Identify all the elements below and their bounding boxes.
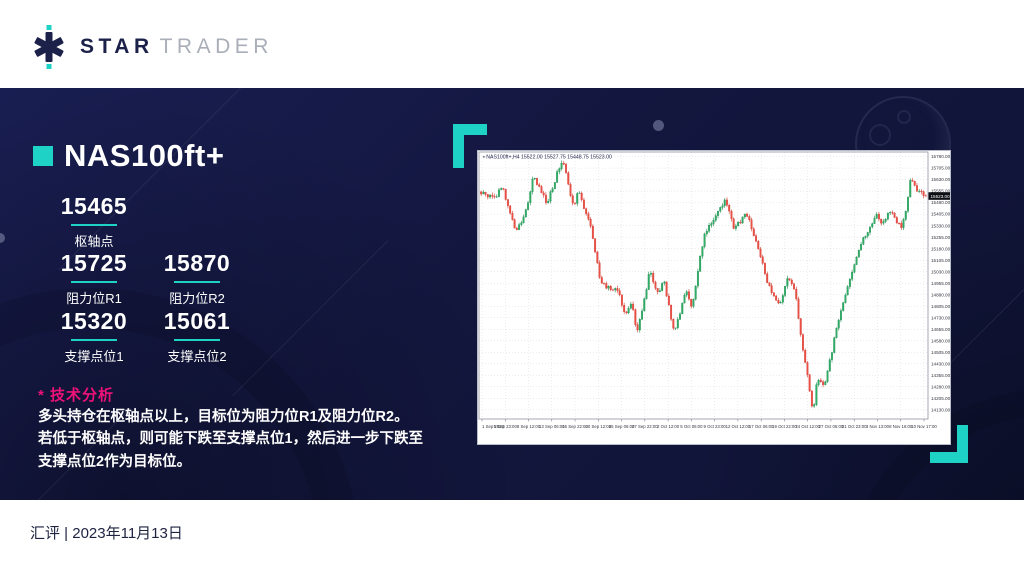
level-r2: 15870 阻力位R2 [137, 250, 257, 307]
svg-text:15630.00: 15630.00 [931, 177, 950, 182]
decor-dot [653, 120, 664, 131]
svg-text:19 Oct 22:00: 19 Oct 22:00 [772, 424, 797, 429]
s2-label: 支撑点位2 [167, 349, 227, 364]
decor-crater [897, 110, 911, 124]
brand-trader: TRADER [159, 35, 273, 58]
svg-text:15523.00: 15523.00 [931, 194, 951, 199]
svg-text:24 Oct 12:00: 24 Oct 12:00 [795, 424, 820, 429]
star-asterisk-icon [34, 25, 64, 69]
svg-text:9 Oct 23:00: 9 Oct 23:00 [704, 424, 727, 429]
svg-text:15705.00: 15705.00 [931, 166, 950, 171]
s1-label: 支撑点位1 [64, 349, 124, 364]
pivot-label: 枢轴点 [74, 234, 114, 249]
svg-text:14205.00: 14205.00 [931, 396, 950, 401]
analysis-body: 多头持仓在枢轴点以上，目标位为阻力位R1及阻力位R2。 若低于枢轴点，则可能下跌… [38, 409, 424, 470]
teal-square-bullet [33, 146, 53, 166]
svg-text:2 Oct 12:00: 2 Oct 12:00 [657, 424, 680, 429]
candlestick-chart-svg: 15780.00 15705.00 15630.00 15555.00 15480.00… [478, 151, 950, 444]
decor-dot [0, 233, 5, 243]
svg-text:8 Nov 16:00: 8 Nov 16:00 [889, 424, 913, 429]
decor-crater [869, 124, 891, 146]
svg-text:5 Oct 06:00: 5 Oct 06:00 [680, 424, 703, 429]
teal-underline [71, 339, 117, 341]
corner-bracket-bottom-right [930, 425, 968, 463]
svg-text:14805.00: 14805.00 [931, 304, 950, 309]
svg-text:15330.00: 15330.00 [931, 223, 950, 228]
svg-text:14655.00: 14655.00 [931, 327, 950, 332]
s2-value: 15061 [163, 308, 231, 334]
price-chart: 15780.00 15705.00 15630.00 15555.00 15480.00… [477, 150, 951, 445]
brand-star: STAR [80, 35, 154, 58]
svg-text:15 Sep 22:00: 15 Sep 22:00 [562, 424, 588, 429]
svg-text:1 Sep 2023: 1 Sep 2023 [482, 424, 505, 429]
svg-text:15030.00: 15030.00 [931, 269, 950, 274]
r2-value: 15870 [163, 250, 231, 276]
level-s1: 15320 支撑点位1 [34, 308, 154, 365]
analysis-heading: * 技术分析 [38, 387, 115, 404]
svg-text:15405.00: 15405.00 [931, 212, 950, 217]
svg-text:15480.00: 15480.00 [931, 200, 950, 205]
svg-text:8 Sep 12:00: 8 Sep 12:00 [517, 424, 541, 429]
svg-text:17 Oct 06:00: 17 Oct 06:00 [749, 424, 774, 429]
instrument-title-row: NAS100ft+ [33, 138, 224, 174]
svg-text:14730.00: 14730.00 [931, 315, 950, 320]
svg-text:14880.00: 14880.00 [931, 292, 950, 297]
corner-bracket-top-left [453, 124, 487, 168]
r1-value: 15725 [60, 250, 128, 276]
svg-text:14580.00: 14580.00 [931, 338, 950, 343]
svg-text:20 Sep 12:00: 20 Sep 12:00 [586, 424, 612, 429]
teal-underline [174, 281, 220, 283]
svg-text:14430.00: 14430.00 [931, 361, 950, 366]
svg-text:15180.00: 15180.00 [931, 246, 950, 251]
svg-text:15780.00: 15780.00 [931, 154, 950, 159]
teal-underline [174, 339, 220, 341]
s1-value: 15320 [60, 308, 128, 334]
svg-text:27 Oct 06:00: 27 Oct 06:00 [819, 424, 844, 429]
svg-text:14505.00: 14505.00 [931, 350, 950, 355]
level-s2: 15061 支撑点位2 [137, 308, 257, 365]
svg-text:15105.00: 15105.00 [931, 258, 950, 263]
svg-text:▪ NAS100ft+,H4 15522.00 15527.: ▪ NAS100ft+,H4 15522.00 15527.75 15448.7… [483, 155, 612, 161]
svg-text:31 Oct 23:00: 31 Oct 23:00 [842, 424, 867, 429]
teal-underline [71, 281, 117, 283]
svg-text:5 Sep 23:00: 5 Sep 23:00 [494, 424, 518, 429]
r2-label: 阻力位R2 [169, 291, 225, 306]
svg-text:27 Sep 22:00: 27 Sep 22:00 [632, 424, 658, 429]
brand-logo: STAR TRADER [28, 24, 273, 70]
level-r1: 15725 阻力位R1 [34, 250, 154, 307]
svg-text:14130.00: 14130.00 [931, 407, 950, 412]
footer-date: 汇评 | 2023年11月13日 [30, 525, 183, 542]
svg-text:3 Nov 13:00: 3 Nov 13:00 [866, 424, 890, 429]
svg-text:13 Sep 06:00: 13 Sep 06:00 [539, 424, 565, 429]
svg-text:25 Sep 06:00: 25 Sep 06:00 [609, 424, 635, 429]
svg-text:12 Oct 12:00: 12 Oct 12:00 [726, 424, 751, 429]
level-pivot: 15465 枢轴点 [34, 193, 154, 250]
svg-text:14955.00: 14955.00 [931, 281, 950, 286]
teal-underline [71, 224, 117, 226]
svg-text:10 Nov 17:00: 10 Nov 17:00 [911, 424, 937, 429]
brand-text: STAR TRADER [80, 35, 273, 59]
header: STAR TRADER [0, 0, 1024, 88]
svg-text:15255.00: 15255.00 [931, 235, 950, 240]
svg-text:15555.00: 15555.00 [931, 189, 950, 194]
r1-label: 阻力位R1 [66, 291, 122, 306]
instrument-title: NAS100ft+ [64, 138, 225, 173]
content-panel: NAS100ft+ 15465 枢轴点 15725 阻力位R1 15870 阻力… [0, 88, 1024, 500]
pivot-value: 15465 [60, 193, 128, 219]
footer: 汇评 | 2023年11月13日 [0, 500, 1024, 576]
svg-text:14355.00: 14355.00 [931, 373, 950, 378]
svg-text:14280.00: 14280.00 [931, 384, 950, 389]
